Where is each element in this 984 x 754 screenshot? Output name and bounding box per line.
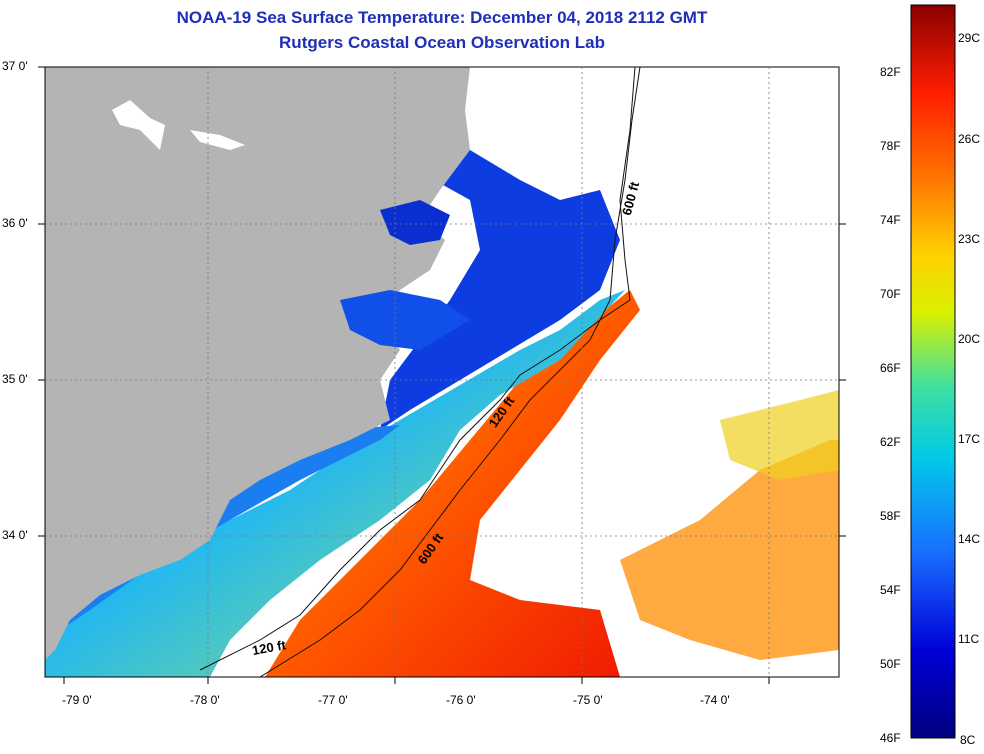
cb-c-20: 20C (958, 332, 981, 346)
inland-lake (112, 100, 165, 150)
title-line-1: NOAA-19 Sea Surface Temperature: Decembe… (176, 8, 708, 27)
cb-f-58: 58F (880, 509, 901, 523)
lat-lon-grid (45, 67, 839, 677)
cb-f-54: 54F (880, 583, 901, 597)
offshore-warm-patches (620, 440, 839, 660)
pamlico-sound (340, 290, 470, 350)
cb-f-82: 82F (880, 65, 901, 79)
contour-label-120ft-south: 120 ft (251, 637, 288, 658)
lat-label-34: 34 0' (2, 528, 28, 542)
land-mass (45, 67, 470, 660)
gulf-stream-region (265, 290, 640, 677)
lat-label-37: 37 0' (2, 59, 28, 73)
axis-ticks (38, 66, 846, 684)
contour-120ft (199, 67, 636, 671)
cb-c-26: 26C (958, 132, 981, 146)
cb-f-46: 46F (880, 731, 901, 745)
lat-label-36: 36 0' (2, 216, 28, 230)
offshore-yellow-patches (720, 390, 839, 480)
cb-f-62: 62F (880, 435, 901, 449)
map-frame (44, 66, 840, 678)
cb-f-78: 78F (880, 139, 901, 153)
cb-f-74: 74F (880, 213, 901, 227)
sst-colorbar (910, 4, 956, 739)
cb-f-70: 70F (880, 287, 901, 301)
lon-label-77: -77 0' (318, 693, 348, 707)
inland-lake-2 (190, 130, 245, 150)
shelf-water (45, 290, 625, 677)
lon-label-78: -78 0' (190, 693, 220, 707)
lon-label-79: -79 0' (62, 693, 92, 707)
cb-f-50: 50F (880, 657, 901, 671)
lon-label-75: -75 0' (573, 693, 603, 707)
cb-f-66: 66F (880, 361, 901, 375)
lon-label-74: -74 0' (700, 693, 730, 707)
title-line-2: Rutgers Coastal Ocean Observation Lab (279, 33, 605, 52)
lon-label-76: -76 0' (446, 693, 476, 707)
contour-600ft (259, 67, 641, 677)
cb-c-8: 8C (960, 733, 976, 747)
cb-c-14: 14C (958, 532, 981, 546)
cb-c-11: 11C (958, 632, 980, 646)
lat-label-35: 35 0' (2, 372, 28, 386)
nearshore-water (45, 425, 400, 640)
sound-water (380, 200, 450, 245)
cb-c-23: 23C (958, 232, 981, 246)
cb-c-29: 29C (958, 31, 981, 45)
coastal-blue-water (380, 150, 620, 430)
cb-c-17: 17C (958, 432, 981, 446)
